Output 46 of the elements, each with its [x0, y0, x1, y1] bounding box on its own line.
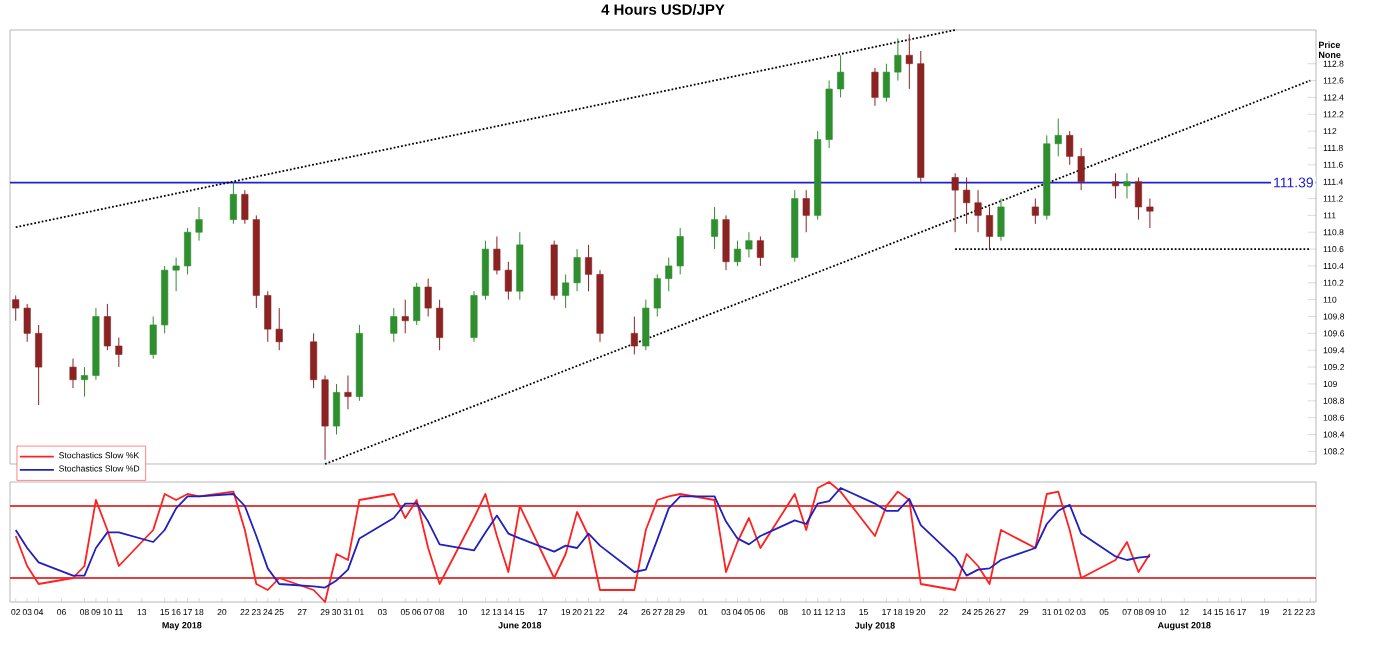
candlestick: [35, 324, 43, 406]
candlestick: [1031, 198, 1039, 225]
candlestick: [756, 235, 764, 267]
candlestick: [184, 227, 192, 275]
candlestick: [103, 303, 111, 351]
candlestick: [149, 316, 157, 360]
candlestick: [871, 67, 879, 107]
candlestick: [894, 37, 902, 82]
candlestick: [802, 189, 810, 233]
candlestick: [562, 273, 570, 309]
candlestick: [837, 54, 845, 98]
candlestick: [905, 33, 913, 90]
candlestick: [481, 240, 489, 301]
candlestick: [882, 63, 890, 103]
candlestick: [733, 240, 741, 267]
candlestick: [413, 282, 421, 326]
candlestick: [516, 231, 524, 301]
candlestick: [69, 358, 77, 389]
candlestick: [974, 189, 982, 233]
candlestick: [630, 316, 638, 355]
candlestick: [1146, 198, 1154, 229]
candlestick: [390, 307, 398, 343]
candlestick: [997, 198, 1005, 242]
candlestick: [986, 206, 994, 250]
candlestick: [424, 278, 432, 318]
candlestick: [963, 176, 971, 225]
candlestick: [711, 206, 719, 250]
candlestick: [585, 244, 593, 292]
candlestick: [573, 248, 581, 292]
candlestick: [321, 375, 329, 461]
candlestick: [1112, 172, 1120, 200]
candlestick: [470, 290, 478, 343]
candlestick: [401, 299, 409, 334]
candlestick: [436, 299, 444, 351]
candlestick: [229, 182, 237, 225]
candlestick: [310, 332, 318, 389]
candlestick: [745, 231, 753, 259]
candlestick: [951, 172, 959, 233]
candlestick: [722, 214, 730, 271]
candlestick: [80, 366, 88, 398]
candlestick: [1134, 176, 1142, 221]
candlestick: [333, 383, 341, 435]
candlestick: [195, 206, 203, 242]
candlestick: [115, 337, 123, 368]
candlestick: [1123, 172, 1131, 200]
candlestick: [344, 375, 352, 410]
